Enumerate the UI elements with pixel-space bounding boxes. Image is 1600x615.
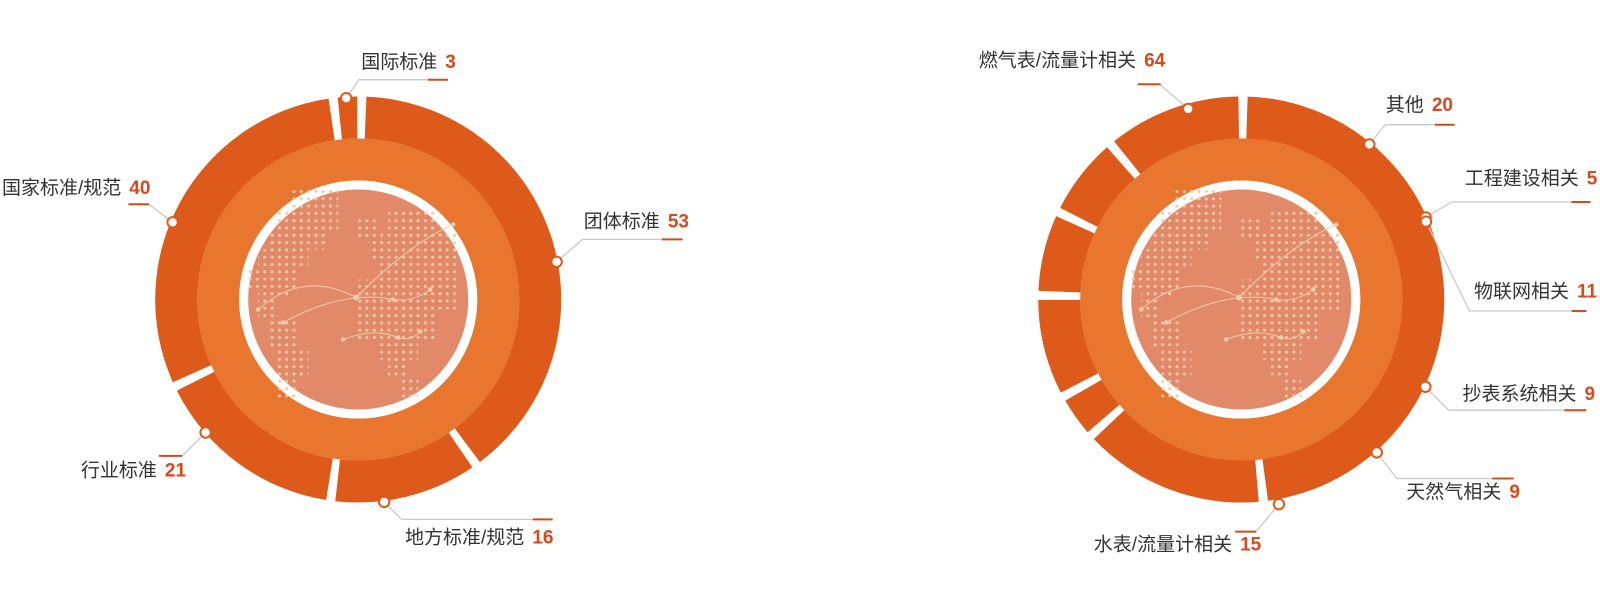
svg-text:国际标准3: 国际标准 3 <box>361 51 456 73</box>
svg-text:燃气表/流量计相关64: 燃气表/流量计相关 64 <box>979 49 1166 71</box>
svg-text:其他20: 其他 20 <box>1386 94 1453 116</box>
svg-text:水表/流量计相关15: 水表/流量计相关 15 <box>1094 533 1262 555</box>
svg-text:地方标准/规范16: 地方标准/规范 16 <box>405 526 553 548</box>
svg-text:国家标准/规范40: 国家标准/规范 40 <box>2 177 150 199</box>
svg-text:天然气相关9: 天然气相关 9 <box>1406 481 1520 503</box>
svg-text:工程建设相关5: 工程建设相关 5 <box>1465 167 1598 189</box>
svg-text:抄表系统相关9: 抄表系统相关 9 <box>1463 383 1596 405</box>
svg-text:行业标准21: 行业标准 21 <box>81 460 187 482</box>
svg-text:团体标准53: 团体标准 53 <box>584 211 689 233</box>
svg-text:物联网相关11: 物联网相关 11 <box>1474 281 1598 303</box>
